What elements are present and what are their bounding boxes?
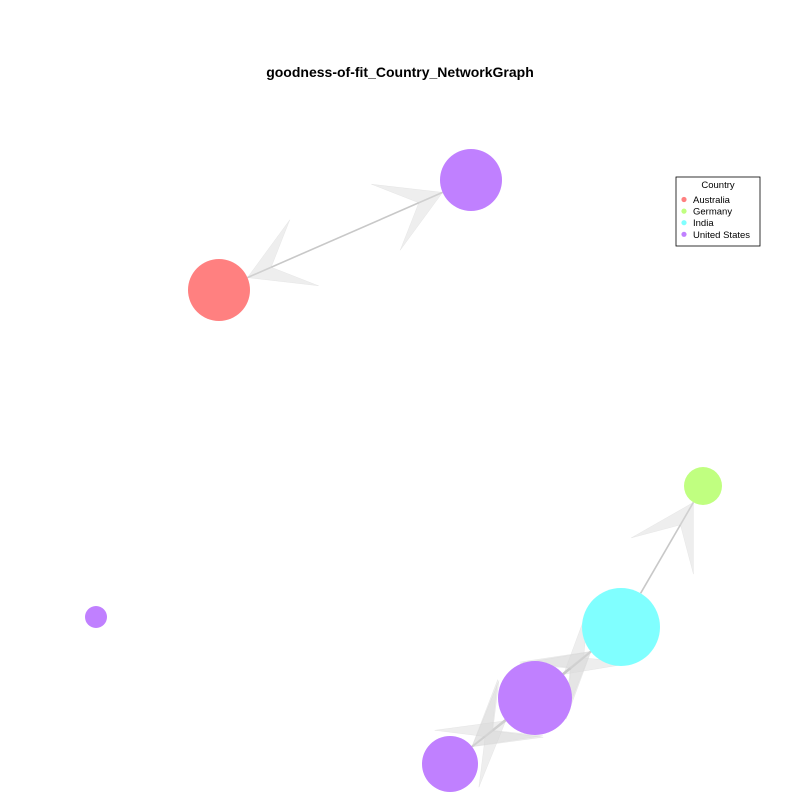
edge-arrowhead-n4-n6 [471,679,543,747]
legend-swatch-australia [681,196,687,203]
legend-swatch-united-states [681,231,687,237]
edge-arrowhead-n2-n1 [371,183,444,251]
edge-arrowhead-n6-n4 [519,651,591,719]
legend-swatch-india [681,220,687,226]
edge-n5-n6 [471,720,507,748]
legend-label-united-states: United States [693,230,750,241]
nodes-layer [85,149,722,792]
edge-arrowhead-n6-n5 [434,720,507,788]
node-n5-united-states [498,661,572,735]
edge-arrowhead-n5-n4 [520,651,592,720]
node-n3-germany [684,467,722,505]
edge-n5-n4 [562,651,592,676]
node-n6-united-states [422,736,478,792]
edge-arrowhead-n4-n3 [631,501,694,575]
node-n2-australia [188,259,250,321]
edge-arrowhead-n5-n6 [471,680,544,748]
legend-title: Country [701,180,735,191]
legend-label-germany: Germany [693,207,732,218]
edge-n4-n3 [639,501,695,594]
legend-swatch-germany [681,208,687,214]
node-n4-india [582,588,660,666]
edge-n1-n2 [247,191,443,279]
legend-label-australia: Australia [693,195,731,206]
legend-box [675,176,761,247]
node-n1-united-states [440,149,502,211]
chart-title: goodness-of-fit_Country_NetworkGraph [266,64,534,80]
legend-label-india: India [693,218,714,229]
edge-arrowhead-n1-n2 [246,219,319,287]
node-n7-united-states [85,606,107,628]
edges-layer [246,183,695,788]
